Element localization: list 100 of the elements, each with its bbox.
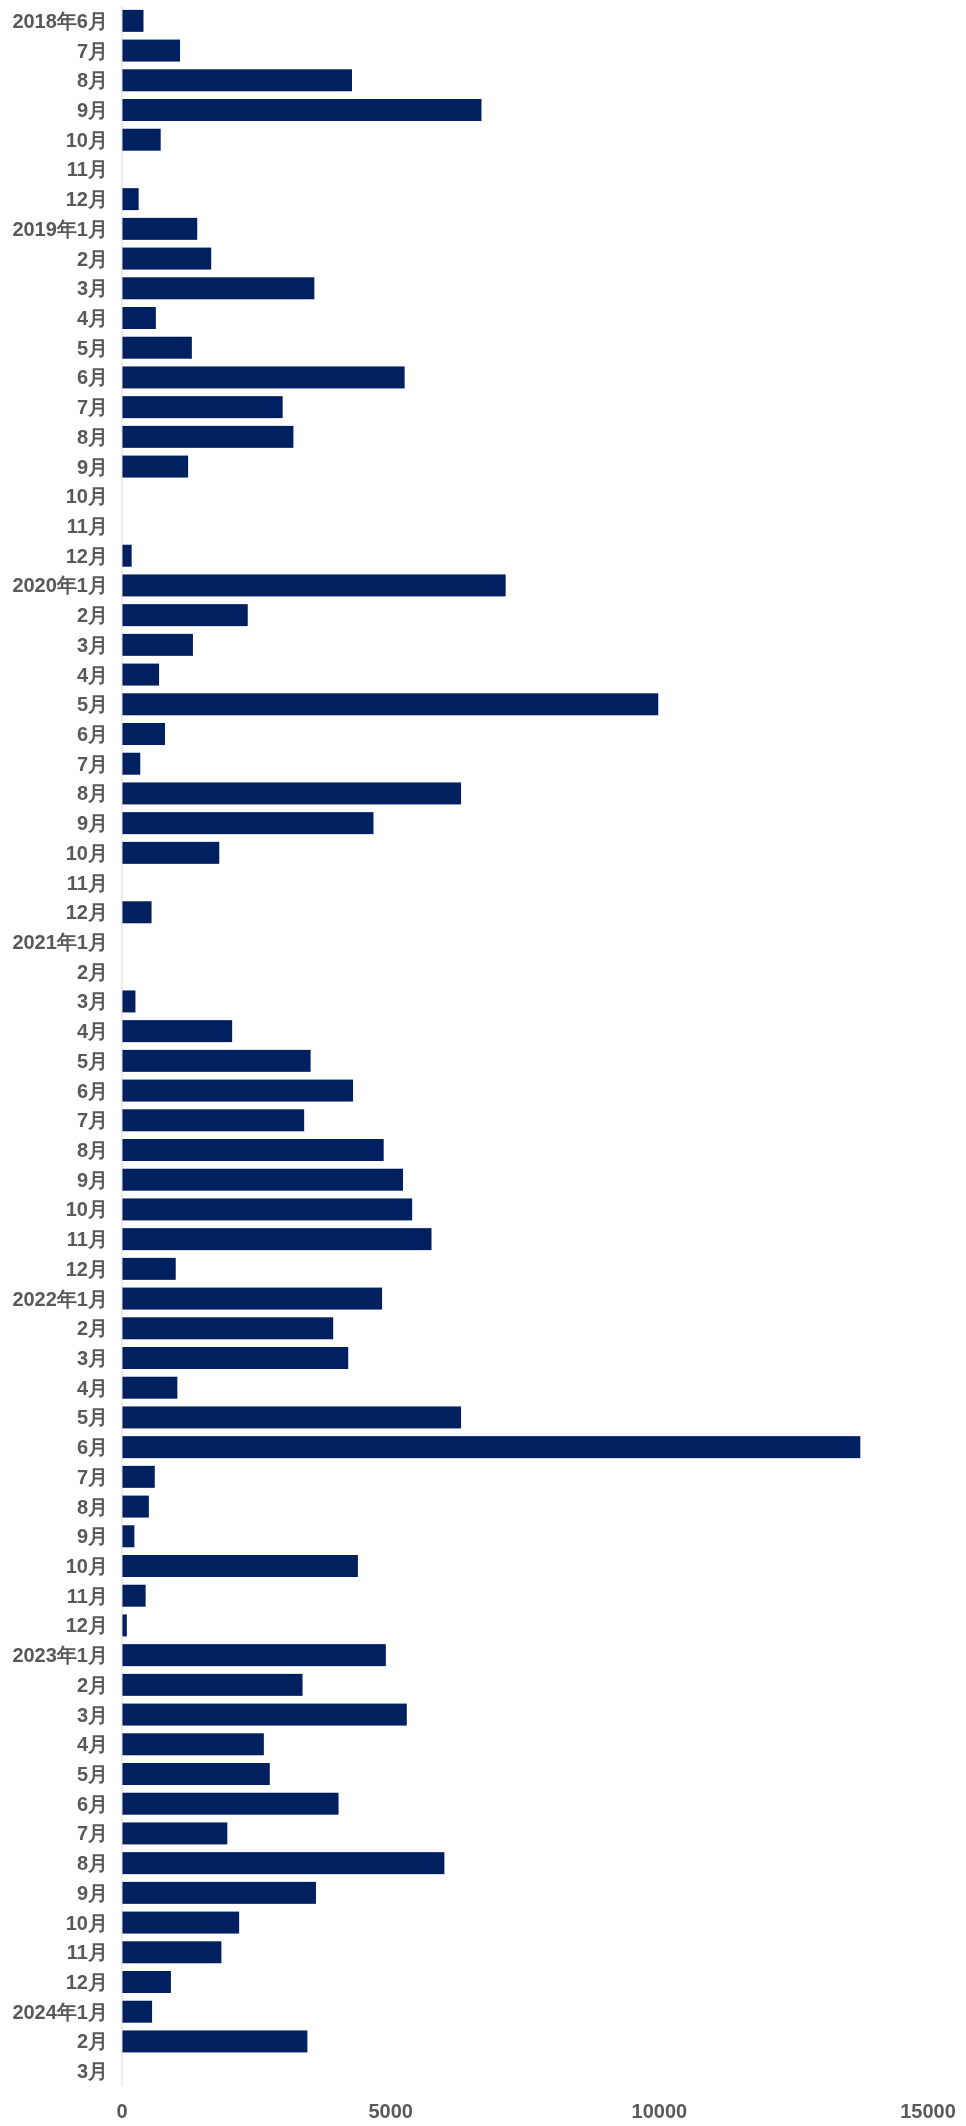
bar [122,1763,270,1785]
bar [122,1495,149,1518]
y-tick-label: 9月 [76,1881,108,1904]
bar [122,633,193,656]
y-tick-label: 12月 [65,901,108,924]
bar [122,217,198,240]
bar [122,1168,404,1191]
y-tick-label: 2月 [76,604,108,627]
y-tick-label: 11月 [66,1941,108,1964]
y-tick-label: 3月 [76,2060,108,2083]
y-tick-label: 8月 [76,1495,108,1518]
bar [122,277,315,300]
y-tick-label: 2020年1月 [12,574,108,597]
y-tick-label: 11月 [66,1584,108,1607]
bar [122,455,189,478]
y-tick-label: 8月 [76,1852,108,1875]
bar [122,1881,316,1904]
y-tick-label: 8月 [76,782,108,805]
y-tick-label: 3月 [76,990,108,1013]
bar [122,2000,153,2023]
bar [122,1020,233,1043]
x-tick-label: 0 [116,2100,128,2122]
y-tick-label: 10月 [65,128,108,151]
y-tick-label: 10月 [65,1198,108,1221]
y-tick-label: 7月 [76,1822,108,1845]
y-tick-label: 5月 [76,1763,108,1785]
bar [122,841,220,864]
bar [122,366,405,389]
bar [122,336,192,359]
x-tick-label: 5000 [368,2100,413,2122]
bar [122,128,161,151]
bar [122,1347,349,1369]
y-tick-label: 8月 [76,425,108,448]
y-tick-label: 9月 [76,1168,108,1191]
y-tick-label: 4月 [76,1733,108,1756]
bar [122,1257,176,1280]
y-tick-label: 6月 [76,1436,108,1459]
bar [122,1198,413,1221]
bar [122,782,462,805]
y-tick-label: 4月 [76,663,108,686]
bar [122,812,374,835]
bar [122,723,165,745]
y-tick-label: 7月 [76,752,108,775]
bar [122,1376,178,1399]
y-tick-label: 7月 [76,1465,108,1488]
y-tick-label: 11月 [66,158,108,181]
bar [122,188,139,211]
y-tick-label: 2024年1月 [12,2000,108,2023]
y-tick-label: 6月 [76,1792,108,1815]
bar [122,1941,222,1964]
y-tick-label: 10月 [65,841,108,864]
y-tick-label: 12月 [65,544,108,567]
bar [122,1644,386,1667]
y-tick-label: 5月 [76,1406,108,1429]
y-tick-label: 11月 [66,515,108,537]
bar [122,1555,358,1577]
bar [122,1228,432,1251]
y-tick-label: 10月 [65,1911,108,1934]
y-tick-label: 12月 [65,188,108,211]
x-tick-label: 15000 [900,2100,956,2122]
bar [122,1703,407,1726]
bar [122,1822,228,1845]
bar [122,1733,264,1756]
bar [122,1139,384,1161]
y-tick-label: 4月 [76,1020,108,1043]
y-tick-label: 4月 [76,1376,108,1399]
y-tick-label: 7月 [76,396,108,419]
bar [122,1317,334,1340]
bar [122,396,283,419]
bar [122,1436,861,1459]
bar [122,901,152,924]
y-tick-label: 11月 [66,871,108,894]
y-tick-label: 3月 [76,1347,108,1369]
y-tick-label: 2月 [76,247,108,270]
y-tick-label: 2018年6月 [12,9,108,32]
y-tick-label: 2月 [76,960,108,983]
bar [122,1971,171,1993]
bar [122,307,156,329]
bar [122,1673,303,1696]
y-tick-label: 8月 [76,1139,108,1161]
y-tick-label: 9月 [76,812,108,835]
bar [122,544,132,567]
y-tick-label: 12月 [65,1614,108,1637]
bar [122,1406,462,1429]
y-tick-label: 4月 [76,307,108,329]
x-tick-label: 10000 [631,2100,688,2122]
bar [122,1911,240,1934]
y-tick-label: 8月 [76,69,108,92]
bar [122,663,160,686]
bar [122,1465,155,1488]
bar [122,1852,445,1875]
y-tick-label: 6月 [76,1079,108,1102]
y-tick-label: 9月 [76,99,108,121]
y-tick-label: 11月 [66,1228,108,1251]
y-tick-label: 12月 [65,1257,108,1280]
y-tick-label: 7月 [76,39,108,62]
bar [122,1584,146,1607]
y-tick-label: 7月 [76,1109,108,1132]
bar [122,574,506,597]
bar [122,39,181,62]
